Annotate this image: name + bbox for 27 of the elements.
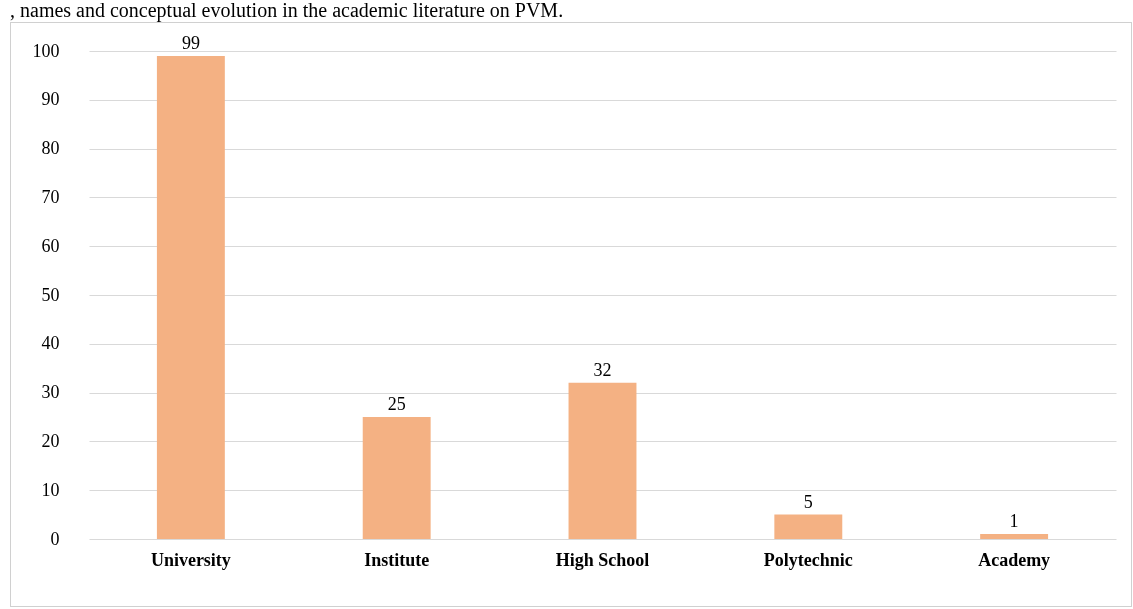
x-tick-label: University [150, 549, 231, 570]
data-label: 32 [593, 359, 612, 380]
y-tick-label: 100 [32, 40, 60, 61]
y-tick-label: 10 [41, 479, 60, 500]
data-label: 25 [387, 394, 406, 414]
y-tick-label: 60 [41, 235, 60, 256]
y-tick-label: 40 [41, 333, 60, 354]
x-tick-label: High School [555, 549, 650, 570]
bar [362, 417, 431, 539]
y-tick-label: 30 [41, 382, 60, 403]
bar [980, 534, 1049, 539]
y-tick-label: 90 [41, 89, 60, 110]
data-label: 1 [1009, 511, 1019, 532]
x-tick-label: Polytechnic [763, 549, 853, 570]
bar [156, 55, 225, 539]
bar [774, 514, 843, 539]
data-label: 99 [181, 32, 200, 53]
y-tick-label: 0 [50, 528, 60, 549]
x-tick-label: Academy [978, 549, 1051, 570]
y-tick-label: 80 [41, 138, 60, 159]
text: , names and conceptual evolution in the academic literature on PVM. [9, 0, 565, 21]
y-tick-label: 20 [41, 430, 60, 451]
data-label: 5 [803, 491, 813, 512]
y-tick-label: 50 [41, 284, 60, 305]
y-tick-label: 70 [41, 186, 60, 207]
bar [568, 382, 637, 539]
x-tick-label: Institute [364, 549, 430, 570]
